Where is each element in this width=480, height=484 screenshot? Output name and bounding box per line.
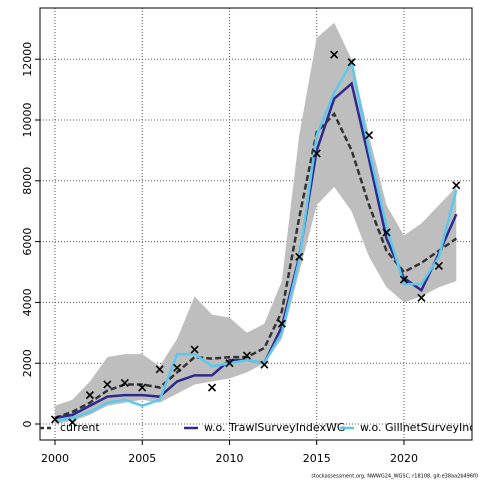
observation — [347, 58, 356, 67]
y-tick-label: 4000 — [21, 288, 34, 316]
observation — [434, 261, 443, 270]
x-tick-label: 2005 — [128, 452, 156, 465]
confidence-band — [55, 22, 457, 425]
observation — [120, 378, 129, 388]
observation — [190, 345, 199, 354]
legend-label: current — [60, 421, 100, 434]
observation — [295, 252, 304, 261]
y-tick-label: 8000 — [21, 167, 34, 195]
observation — [312, 149, 321, 158]
observation — [364, 131, 374, 140]
plot-frame — [39, 7, 473, 441]
observation — [382, 228, 391, 237]
x-tick-label: 2020 — [390, 452, 418, 465]
observation — [260, 360, 269, 369]
observation — [277, 319, 286, 328]
plot-area — [40, 8, 472, 440]
y-tick-label: 2000 — [21, 349, 34, 377]
legend-label: w.o. TrawlSurveyIndexWG — [204, 421, 345, 434]
y-tick-label: 6000 — [21, 228, 34, 256]
footer: stockassessment.org, NWWG24_WGSC, r18108… — [311, 474, 478, 480]
observation — [103, 380, 112, 389]
x-tick-label: 2015 — [303, 452, 331, 465]
observation — [173, 363, 182, 372]
observation — [50, 415, 60, 424]
observation — [399, 275, 409, 284]
observation — [452, 181, 461, 190]
observation — [155, 365, 164, 374]
observation — [85, 391, 94, 400]
observation — [138, 383, 147, 392]
legend-label: w.o. GillnetSurveyIndex — [360, 421, 480, 434]
y-tick-label: 12000 — [21, 42, 34, 77]
y-tick-label: 10000 — [21, 102, 34, 137]
x-tick-label: 2000 — [41, 452, 69, 465]
x-tick-label: 2010 — [215, 452, 243, 465]
legend: current w.o. TrawlSurveyIndexWG w.o. Gilln… — [40, 421, 480, 434]
observation — [242, 351, 251, 360]
observation — [207, 383, 217, 392]
observation — [417, 293, 426, 302]
observation — [68, 418, 77, 427]
y-tick-label: 0 — [21, 421, 34, 428]
observation — [330, 50, 339, 59]
observation — [225, 359, 234, 368]
